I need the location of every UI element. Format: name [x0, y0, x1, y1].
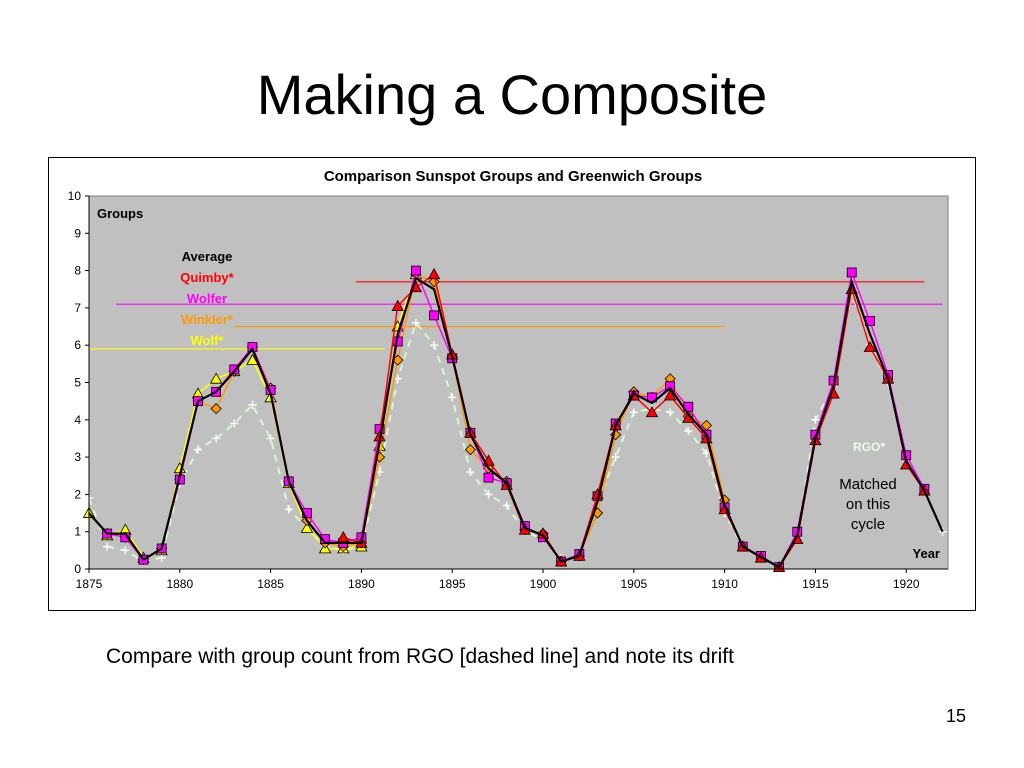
data-point-rgo — [266, 434, 275, 443]
x-tick-label: 1875 — [76, 577, 103, 591]
y-tick-label: 4 — [74, 413, 81, 427]
y-tick-label: 0 — [74, 562, 81, 576]
y-tick-label: 10 — [68, 189, 82, 203]
data-point-quimby — [863, 340, 877, 352]
x-tick-label: 1910 — [711, 577, 738, 591]
x-axis-label: Year — [913, 546, 940, 561]
data-point-quimby — [663, 389, 677, 401]
data-point-quimby — [391, 299, 404, 311]
x-tick-label: 1895 — [439, 577, 466, 591]
data-point-rgo — [629, 408, 638, 417]
data-point-rgo — [430, 341, 439, 350]
data-point-wolfer — [429, 310, 439, 321]
data-point-wolf — [246, 353, 259, 365]
data-point-rgo — [103, 542, 112, 551]
chart-frame: 0 1 2 3 4 5 6 7 8 9 10 1875 1880 1885 1890 1895 1900 1905… — [48, 157, 976, 611]
y-tick-label: 5 — [74, 376, 81, 390]
sunspot-chart: 0 1 2 3 4 5 6 7 8 9 10 1875 1880 1885 1890 1895 1900 1905… — [68, 168, 949, 591]
legend-label-quimby: Quimby* — [180, 270, 234, 285]
data-point-rgo — [393, 374, 402, 383]
matched-note-line: cycle — [851, 516, 885, 533]
data-point-wolf — [300, 521, 314, 533]
chart-title: Comparison Sunspot Groups and Greenwich … — [324, 168, 702, 185]
data-point-rgo — [666, 408, 675, 417]
data-point-quimby — [645, 406, 659, 418]
x-tick-label: 1920 — [893, 577, 920, 591]
series-line-rgo — [88, 289, 944, 567]
legend-label-wolf: Wolf* — [191, 333, 225, 348]
slide-caption: Compare with group count from RGO [dashe… — [106, 645, 734, 668]
x-tick-label: 1905 — [620, 577, 647, 591]
matched-note-line: on this — [846, 496, 890, 513]
data-point-wolfer — [229, 364, 240, 375]
x-tick-label: 1900 — [530, 577, 557, 591]
data-point-rgo — [611, 453, 620, 462]
legend-label-wolfer: Wolfer — [187, 291, 227, 306]
y-tick-label: 9 — [74, 226, 81, 240]
data-point-rgo — [811, 415, 820, 424]
x-tick-label: 1885 — [257, 577, 284, 591]
data-point-rgo — [248, 400, 257, 409]
y-axis-label: Groups — [97, 206, 143, 221]
data-point-wolfer — [846, 267, 857, 278]
data-point-rgo — [230, 419, 239, 428]
legend-label-winkler: Winkler* — [181, 312, 234, 327]
data-point-winkler — [210, 403, 222, 415]
data-point-rgo — [212, 434, 221, 443]
x-tick-label: 1880 — [166, 577, 193, 591]
data-point-quimby — [427, 268, 441, 280]
data-point-wolfer — [410, 265, 421, 276]
slide-title: Making a Composite — [256, 63, 768, 126]
data-point-quimby — [536, 527, 550, 539]
legend-label-average: Average — [182, 249, 233, 264]
data-point-wolfer — [483, 472, 494, 483]
data-point-rgo — [502, 501, 511, 510]
matched-note-line: Matched — [839, 476, 897, 493]
y-tick-label: 8 — [74, 264, 81, 278]
data-point-rgo — [484, 490, 493, 499]
series-line-average — [88, 276, 944, 569]
data-point-rgo — [411, 318, 420, 327]
data-point-quimby — [337, 530, 350, 543]
rgo-label: RGO* — [853, 440, 885, 454]
data-point-rgo — [121, 546, 130, 555]
y-tick-label: 1 — [74, 525, 81, 539]
plot-area — [88, 195, 949, 570]
x-tick-label: 1890 — [348, 577, 375, 591]
data-point-rgo — [684, 426, 693, 435]
y-tick-label: 3 — [74, 450, 81, 464]
y-tick-label: 6 — [74, 338, 81, 352]
data-point-rgo — [284, 505, 293, 514]
x-tick-label: 1915 — [802, 577, 829, 591]
page-number: 15 — [945, 706, 966, 726]
data-point-rgo — [448, 393, 457, 402]
y-tick-label: 7 — [74, 301, 81, 315]
data-point-rgo — [193, 445, 202, 454]
data-point-rgo — [702, 449, 711, 458]
data-point-winkler — [464, 444, 476, 456]
y-tick-label: 2 — [74, 487, 81, 501]
data-point-rgo — [466, 468, 475, 477]
data-point-wolf — [209, 372, 223, 384]
series-average — [88, 276, 944, 569]
